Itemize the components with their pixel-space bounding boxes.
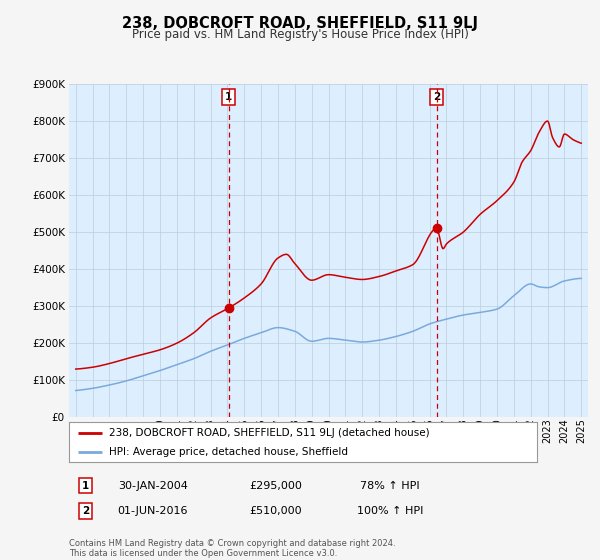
Text: Contains HM Land Registry data © Crown copyright and database right 2024.: Contains HM Land Registry data © Crown c… [69,539,395,548]
Text: This data is licensed under the Open Government Licence v3.0.: This data is licensed under the Open Gov… [69,549,337,558]
Text: 01-JUN-2016: 01-JUN-2016 [118,506,188,516]
Text: 238, DOBCROFT ROAD, SHEFFIELD, S11 9LJ: 238, DOBCROFT ROAD, SHEFFIELD, S11 9LJ [122,16,478,31]
Text: 1: 1 [225,92,232,102]
Text: £510,000: £510,000 [250,506,302,516]
Text: 1: 1 [82,480,89,491]
Text: HPI: Average price, detached house, Sheffield: HPI: Average price, detached house, Shef… [109,446,348,456]
Text: 30-JAN-2004: 30-JAN-2004 [118,480,188,491]
Text: 238, DOBCROFT ROAD, SHEFFIELD, S11 9LJ (detached house): 238, DOBCROFT ROAD, SHEFFIELD, S11 9LJ (… [109,428,430,438]
Text: 100% ↑ HPI: 100% ↑ HPI [357,506,423,516]
Text: 2: 2 [433,92,440,102]
Text: 78% ↑ HPI: 78% ↑ HPI [360,480,420,491]
Text: Price paid vs. HM Land Registry's House Price Index (HPI): Price paid vs. HM Land Registry's House … [131,28,469,41]
Text: 2: 2 [82,506,89,516]
Text: £295,000: £295,000 [250,480,302,491]
